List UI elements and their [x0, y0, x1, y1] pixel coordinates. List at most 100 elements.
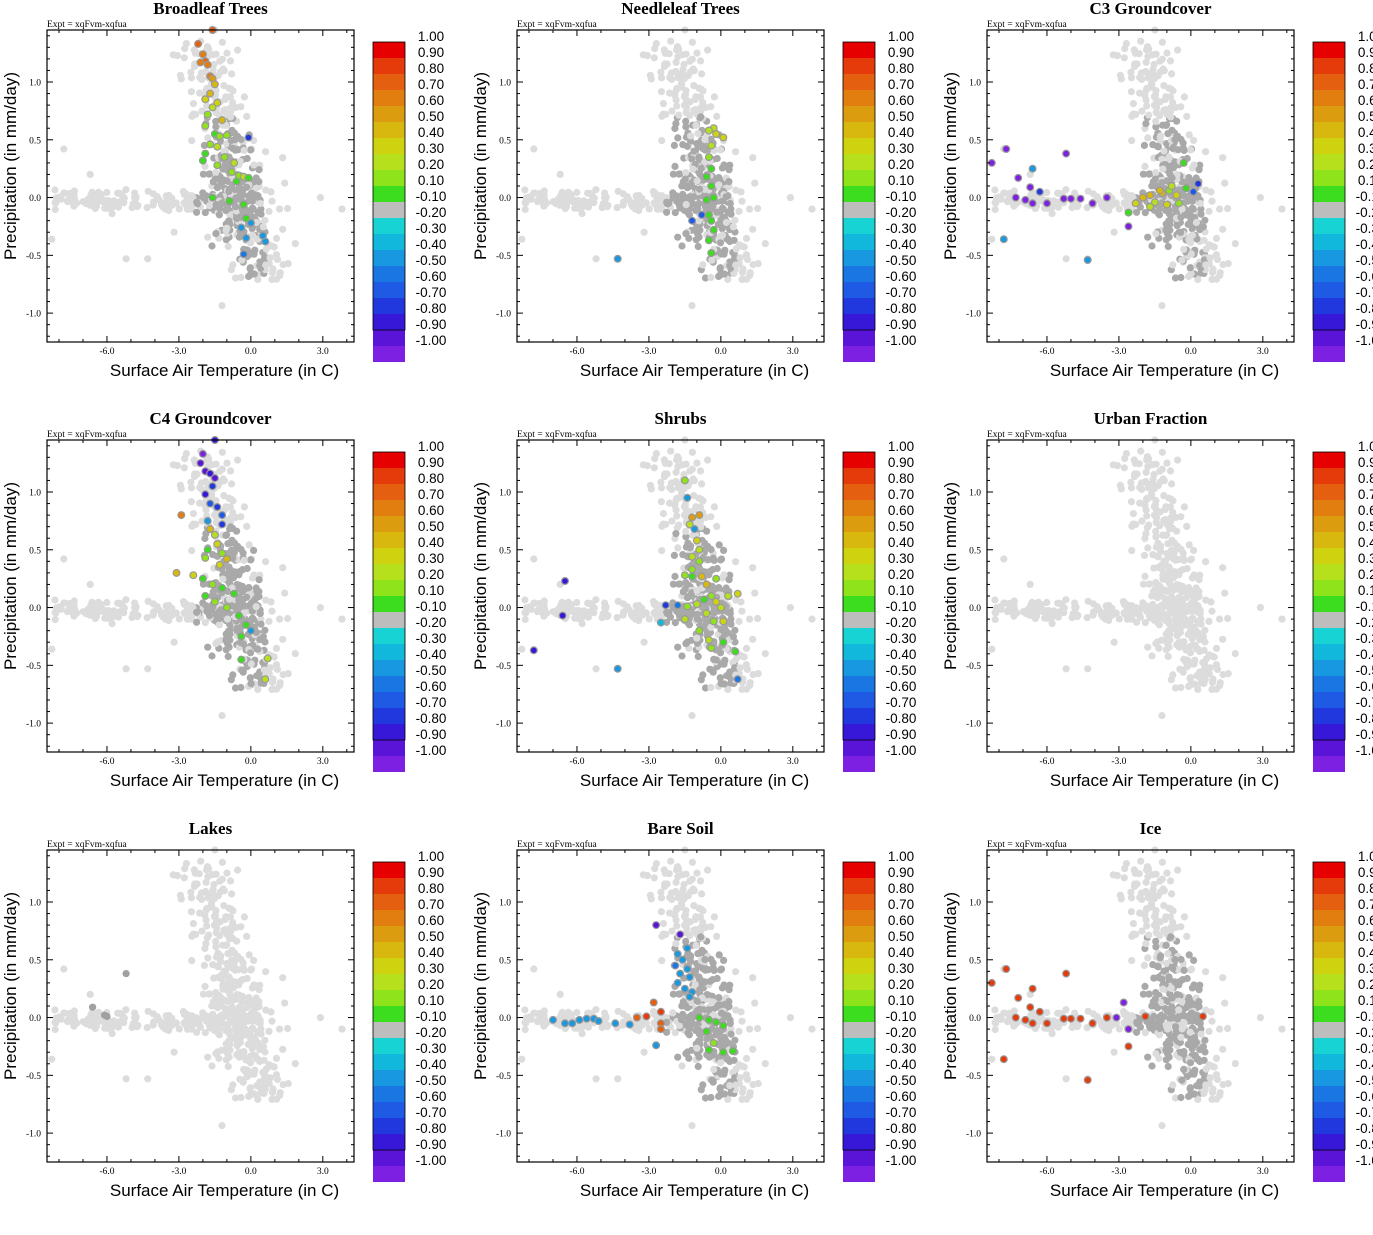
background-point: [682, 640, 689, 647]
data-point: [202, 123, 209, 130]
background-point: [257, 211, 264, 218]
x-tick-label: -6.0: [569, 347, 584, 357]
colorbar-label: -1.00: [416, 743, 447, 758]
background-point: [1159, 466, 1166, 473]
colorbar-swatch: [1313, 266, 1345, 282]
background-point: [1178, 257, 1185, 264]
background-point: [1177, 639, 1184, 646]
data-point: [1044, 200, 1051, 207]
background-point: [1141, 142, 1148, 149]
y-tick-label: -1.0: [966, 720, 981, 730]
data-point: [209, 581, 216, 588]
background-point: [708, 667, 715, 674]
background-point: [284, 205, 291, 212]
colorbar-label: -0.30: [416, 631, 447, 646]
background-point: [1219, 154, 1226, 161]
background-point: [682, 579, 689, 586]
background-point: [238, 546, 245, 553]
colorbar-label: 0.90: [1358, 455, 1373, 470]
background-point: [232, 604, 239, 611]
colorbar-swatch: [373, 74, 405, 90]
x-axis-label: Surface Air Temperature (in C): [1050, 361, 1279, 380]
y-tick-label: 1.0: [499, 489, 511, 499]
chart-title: Lakes: [189, 820, 233, 838]
background-point: [1138, 108, 1145, 115]
background-point: [730, 633, 737, 640]
background-point: [64, 198, 71, 205]
background-point: [225, 243, 232, 250]
background-point: [692, 122, 699, 129]
background-point: [647, 72, 654, 79]
background-point: [640, 461, 647, 468]
background-point: [168, 199, 175, 206]
background-point: [1133, 609, 1140, 616]
background-point: [744, 256, 751, 263]
background-point: [1205, 618, 1212, 625]
background-point: [1225, 260, 1232, 267]
background-point: [1178, 546, 1185, 553]
background-point: [216, 211, 223, 218]
background-point: [241, 503, 248, 510]
background-point: [1177, 274, 1184, 281]
background-point: [1168, 496, 1175, 503]
background-point: [203, 879, 210, 886]
background-point: [738, 608, 745, 615]
colorbar-label: 0.40: [418, 535, 444, 550]
background-point: [219, 876, 226, 883]
y-tick-label: 1.0: [969, 489, 981, 499]
background-point: [988, 236, 995, 243]
x-tick-label: 0.0: [1185, 347, 1197, 357]
background-point: [692, 96, 699, 103]
background-point: [182, 190, 189, 197]
background-point: [1163, 635, 1170, 642]
background-point: [268, 276, 275, 283]
data-point: [231, 590, 238, 597]
background-point: [1085, 598, 1092, 605]
colorbar-label: -0.70: [416, 695, 447, 710]
background-point: [73, 200, 80, 207]
background-point: [159, 1023, 166, 1030]
background-point: [224, 616, 231, 623]
background-point: [746, 616, 753, 623]
background-point: [717, 556, 724, 563]
colorbar-swatch: [1313, 202, 1345, 218]
background-point: [1111, 639, 1118, 646]
background-point: [243, 523, 250, 530]
background-point: [1159, 56, 1166, 63]
background-point: [697, 57, 704, 64]
background-point: [1152, 169, 1159, 176]
colorbar-label: -0.70: [886, 285, 917, 300]
colorbar-swatch: [843, 42, 875, 58]
background-point: [273, 645, 280, 652]
background-point: [690, 65, 697, 72]
background-point: [209, 51, 216, 58]
background-point: [1140, 581, 1147, 588]
background-point: [256, 576, 263, 583]
background-point: [338, 206, 345, 213]
background-point: [1184, 565, 1191, 572]
background-point: [73, 610, 80, 617]
background-point: [1208, 243, 1215, 250]
background-point: [1214, 256, 1221, 263]
colorbar-label: -0.10: [886, 599, 917, 614]
background-point: [674, 234, 681, 241]
data-point: [713, 598, 720, 605]
background-point: [122, 596, 129, 603]
y-tick-label: -0.5: [966, 662, 981, 672]
background-point: [1084, 665, 1091, 672]
x-tick-label: 0.0: [245, 347, 257, 357]
background-point: [202, 1029, 209, 1036]
background-point: [225, 627, 232, 634]
background-point: [638, 609, 645, 616]
background-point: [317, 194, 324, 201]
background-point: [1178, 667, 1185, 674]
background-point: [673, 456, 680, 463]
background-point: [265, 618, 272, 625]
background-point: [247, 146, 254, 153]
colorbar-swatch: [373, 484, 405, 500]
y-tick-label: -1.0: [26, 310, 41, 320]
colorbar-swatch: [1313, 484, 1345, 500]
background-point: [751, 590, 758, 597]
colorbar-label: 0.60: [888, 503, 914, 518]
